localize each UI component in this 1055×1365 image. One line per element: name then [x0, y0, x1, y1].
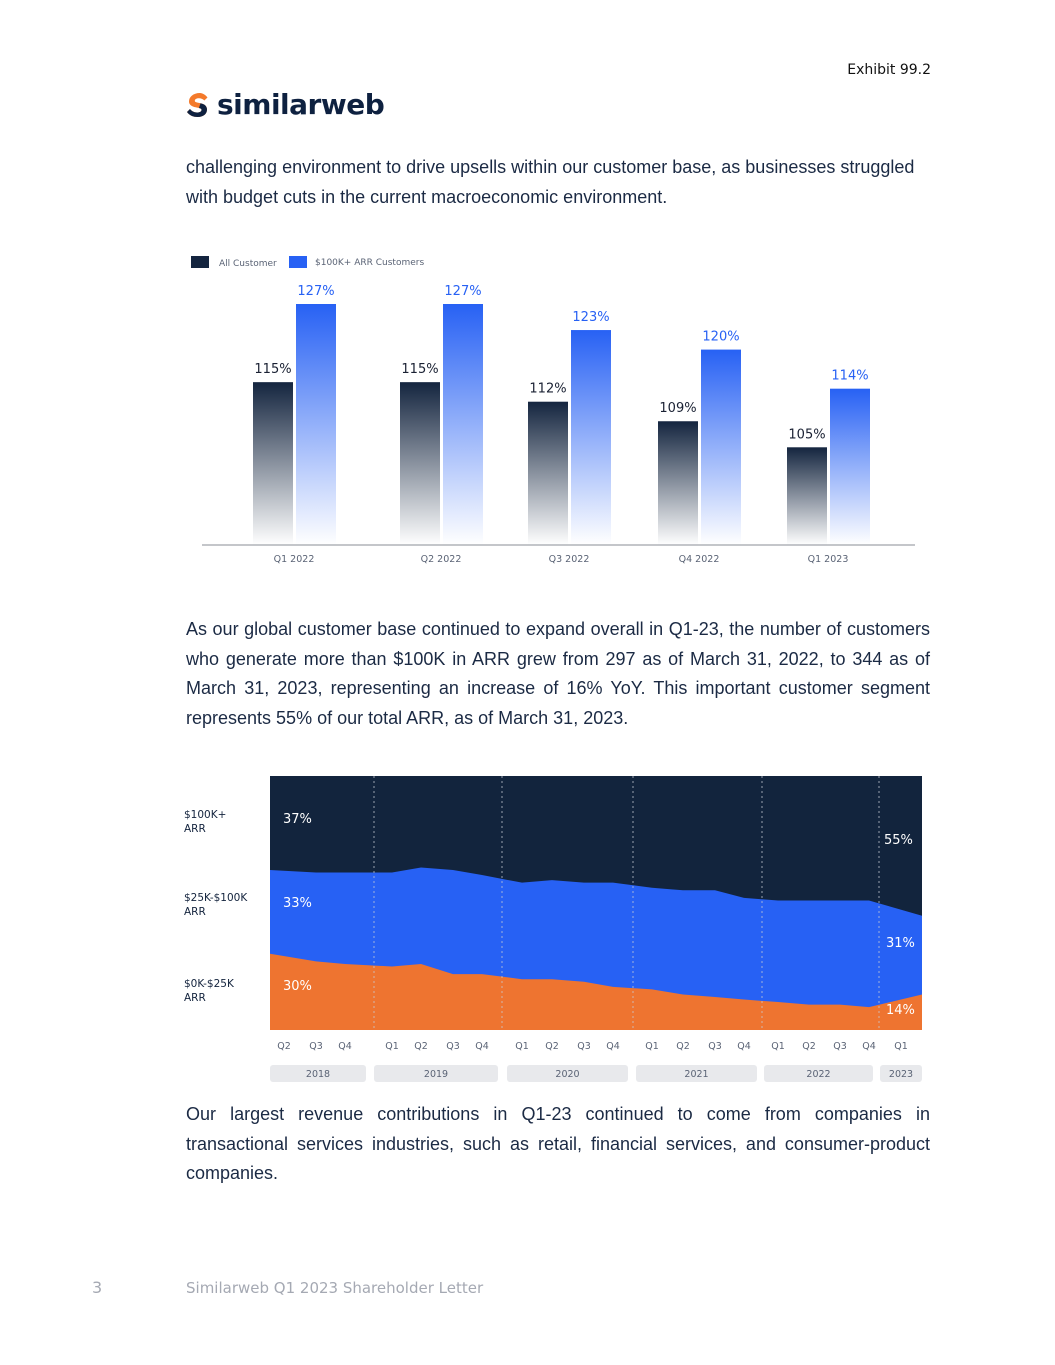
- legend-label-100k-customers: $100K+ ARR Customers: [315, 258, 424, 268]
- label-0k-25k-line2: ARR: [184, 992, 206, 1004]
- quarter-tick-label: Q3: [577, 1041, 591, 1052]
- bar-all-customer: [400, 382, 440, 545]
- bar-100k-customers: [296, 304, 336, 545]
- exhibit-label: Exhibit 99.2: [847, 62, 931, 78]
- quarter-tick-label: Q1: [771, 1041, 785, 1052]
- annotation-end-0k: 14%: [886, 1003, 915, 1018]
- arr-mix-area-chart: $100K+ ARR $25K-$100K ARR $0K-$25K ARR 3…: [184, 776, 922, 1082]
- bar-all-customer: [658, 421, 698, 545]
- year-group-label: 2019: [424, 1069, 448, 1080]
- footer-title: Similarweb Q1 2023 Shareholder Letter: [186, 1279, 484, 1297]
- year-group-label: 2022: [806, 1069, 830, 1080]
- quarter-tick-label: Q1: [645, 1041, 659, 1052]
- data-label-all-customer: 105%: [788, 427, 825, 442]
- logo-text: similarweb: [217, 88, 385, 121]
- bar-all-customer: [787, 447, 827, 545]
- quarter-tick-label: Q4: [475, 1041, 489, 1052]
- quarter-tick-label: Q3: [309, 1041, 323, 1052]
- quarter-tick-label: Q4: [606, 1041, 620, 1052]
- paragraph-revenue-contributions: Our largest revenue contributions in Q1-…: [186, 1104, 930, 1183]
- label-0k-25k-line1: $0K-$25K: [184, 978, 235, 990]
- year-group-box: [507, 1065, 628, 1082]
- data-label-all-customer: 115%: [254, 362, 291, 377]
- label-100k-arr-line1: $100K+: [184, 809, 226, 821]
- year-group-box: [374, 1065, 498, 1082]
- year-group-box: [764, 1065, 873, 1082]
- bar-all-customer: [253, 382, 293, 545]
- x-tick-label: Q4 2022: [679, 554, 720, 565]
- x-tick-label: Q1 2023: [808, 554, 849, 565]
- quarter-tick-label: Q1: [515, 1041, 529, 1052]
- bar-all-customer: [528, 401, 568, 545]
- quarter-tick-label: Q2: [277, 1041, 291, 1052]
- similarweb-logo-icon: [187, 92, 208, 117]
- year-group-box: [270, 1065, 366, 1082]
- year-group-label: 2021: [684, 1069, 708, 1080]
- annotation-end-25k: 31%: [886, 936, 915, 951]
- bar-100k-customers: [830, 388, 870, 545]
- data-label-100k-customers: 123%: [572, 310, 609, 325]
- nrr-bar-chart: All Customer $100K+ ARR Customers 115% 12…: [191, 256, 915, 565]
- bar-100k-customers: [443, 304, 483, 545]
- quarter-tick-label: Q3: [833, 1041, 847, 1052]
- x-tick-label: Q1 2022: [274, 554, 315, 565]
- data-label-100k-customers: 127%: [297, 284, 334, 299]
- quarter-tick-label: Q3: [446, 1041, 460, 1052]
- data-label-all-customer: 115%: [401, 362, 438, 377]
- quarter-tick-label: Q2: [676, 1041, 690, 1052]
- data-label-100k-customers: 114%: [831, 369, 868, 384]
- data-label-all-customer: 109%: [659, 401, 696, 416]
- annotation-start-0k: 30%: [283, 979, 312, 994]
- data-label-100k-customers: 127%: [444, 284, 481, 299]
- page-number: 3: [92, 1278, 103, 1297]
- year-group-box: [636, 1065, 757, 1082]
- quarter-tick-label: Q2: [414, 1041, 428, 1052]
- annotation-end-100k: 55%: [884, 833, 913, 848]
- year-group-label: 2023: [889, 1069, 913, 1080]
- label-25k-100k-line2: ARR: [184, 906, 206, 918]
- x-tick-label: Q3 2022: [549, 554, 590, 565]
- data-label-all-customer: 112%: [529, 382, 566, 397]
- paragraph-customer-base: As our global customer base continued to…: [186, 619, 930, 728]
- annotation-start-25k: 33%: [283, 896, 312, 911]
- year-group-box: [880, 1065, 922, 1082]
- x-tick-label: Q2 2022: [421, 554, 462, 565]
- quarter-tick-label: Q4: [737, 1041, 751, 1052]
- quarter-tick-label: Q4: [862, 1041, 876, 1052]
- quarter-tick-label: Q2: [545, 1041, 559, 1052]
- legend-swatch-all-customer: [191, 256, 209, 268]
- legend-label-all-customer: All Customer: [219, 259, 277, 269]
- paragraph-intro: challenging environment to drive upsells…: [186, 157, 915, 207]
- label-25k-100k-line1: $25K-$100K: [184, 892, 248, 904]
- quarter-tick-label: Q1: [894, 1041, 908, 1052]
- bar-100k-customers: [701, 349, 741, 545]
- quarter-tick-label: Q2: [802, 1041, 816, 1052]
- legend-swatch-100k-customers: [289, 256, 307, 268]
- year-group-label: 2018: [306, 1069, 330, 1080]
- area-0k-25k: [270, 953, 922, 1030]
- annotation-start-100k: 37%: [283, 812, 312, 827]
- label-100k-arr-line2: ARR: [184, 823, 206, 835]
- quarter-tick-label: Q3: [708, 1041, 722, 1052]
- quarter-tick-label: Q1: [385, 1041, 399, 1052]
- quarter-tick-label: Q4: [338, 1041, 352, 1052]
- year-group-label: 2020: [555, 1069, 579, 1080]
- bar-100k-customers: [571, 330, 611, 545]
- logo: similarweb: [186, 88, 385, 121]
- data-label-100k-customers: 120%: [702, 330, 739, 345]
